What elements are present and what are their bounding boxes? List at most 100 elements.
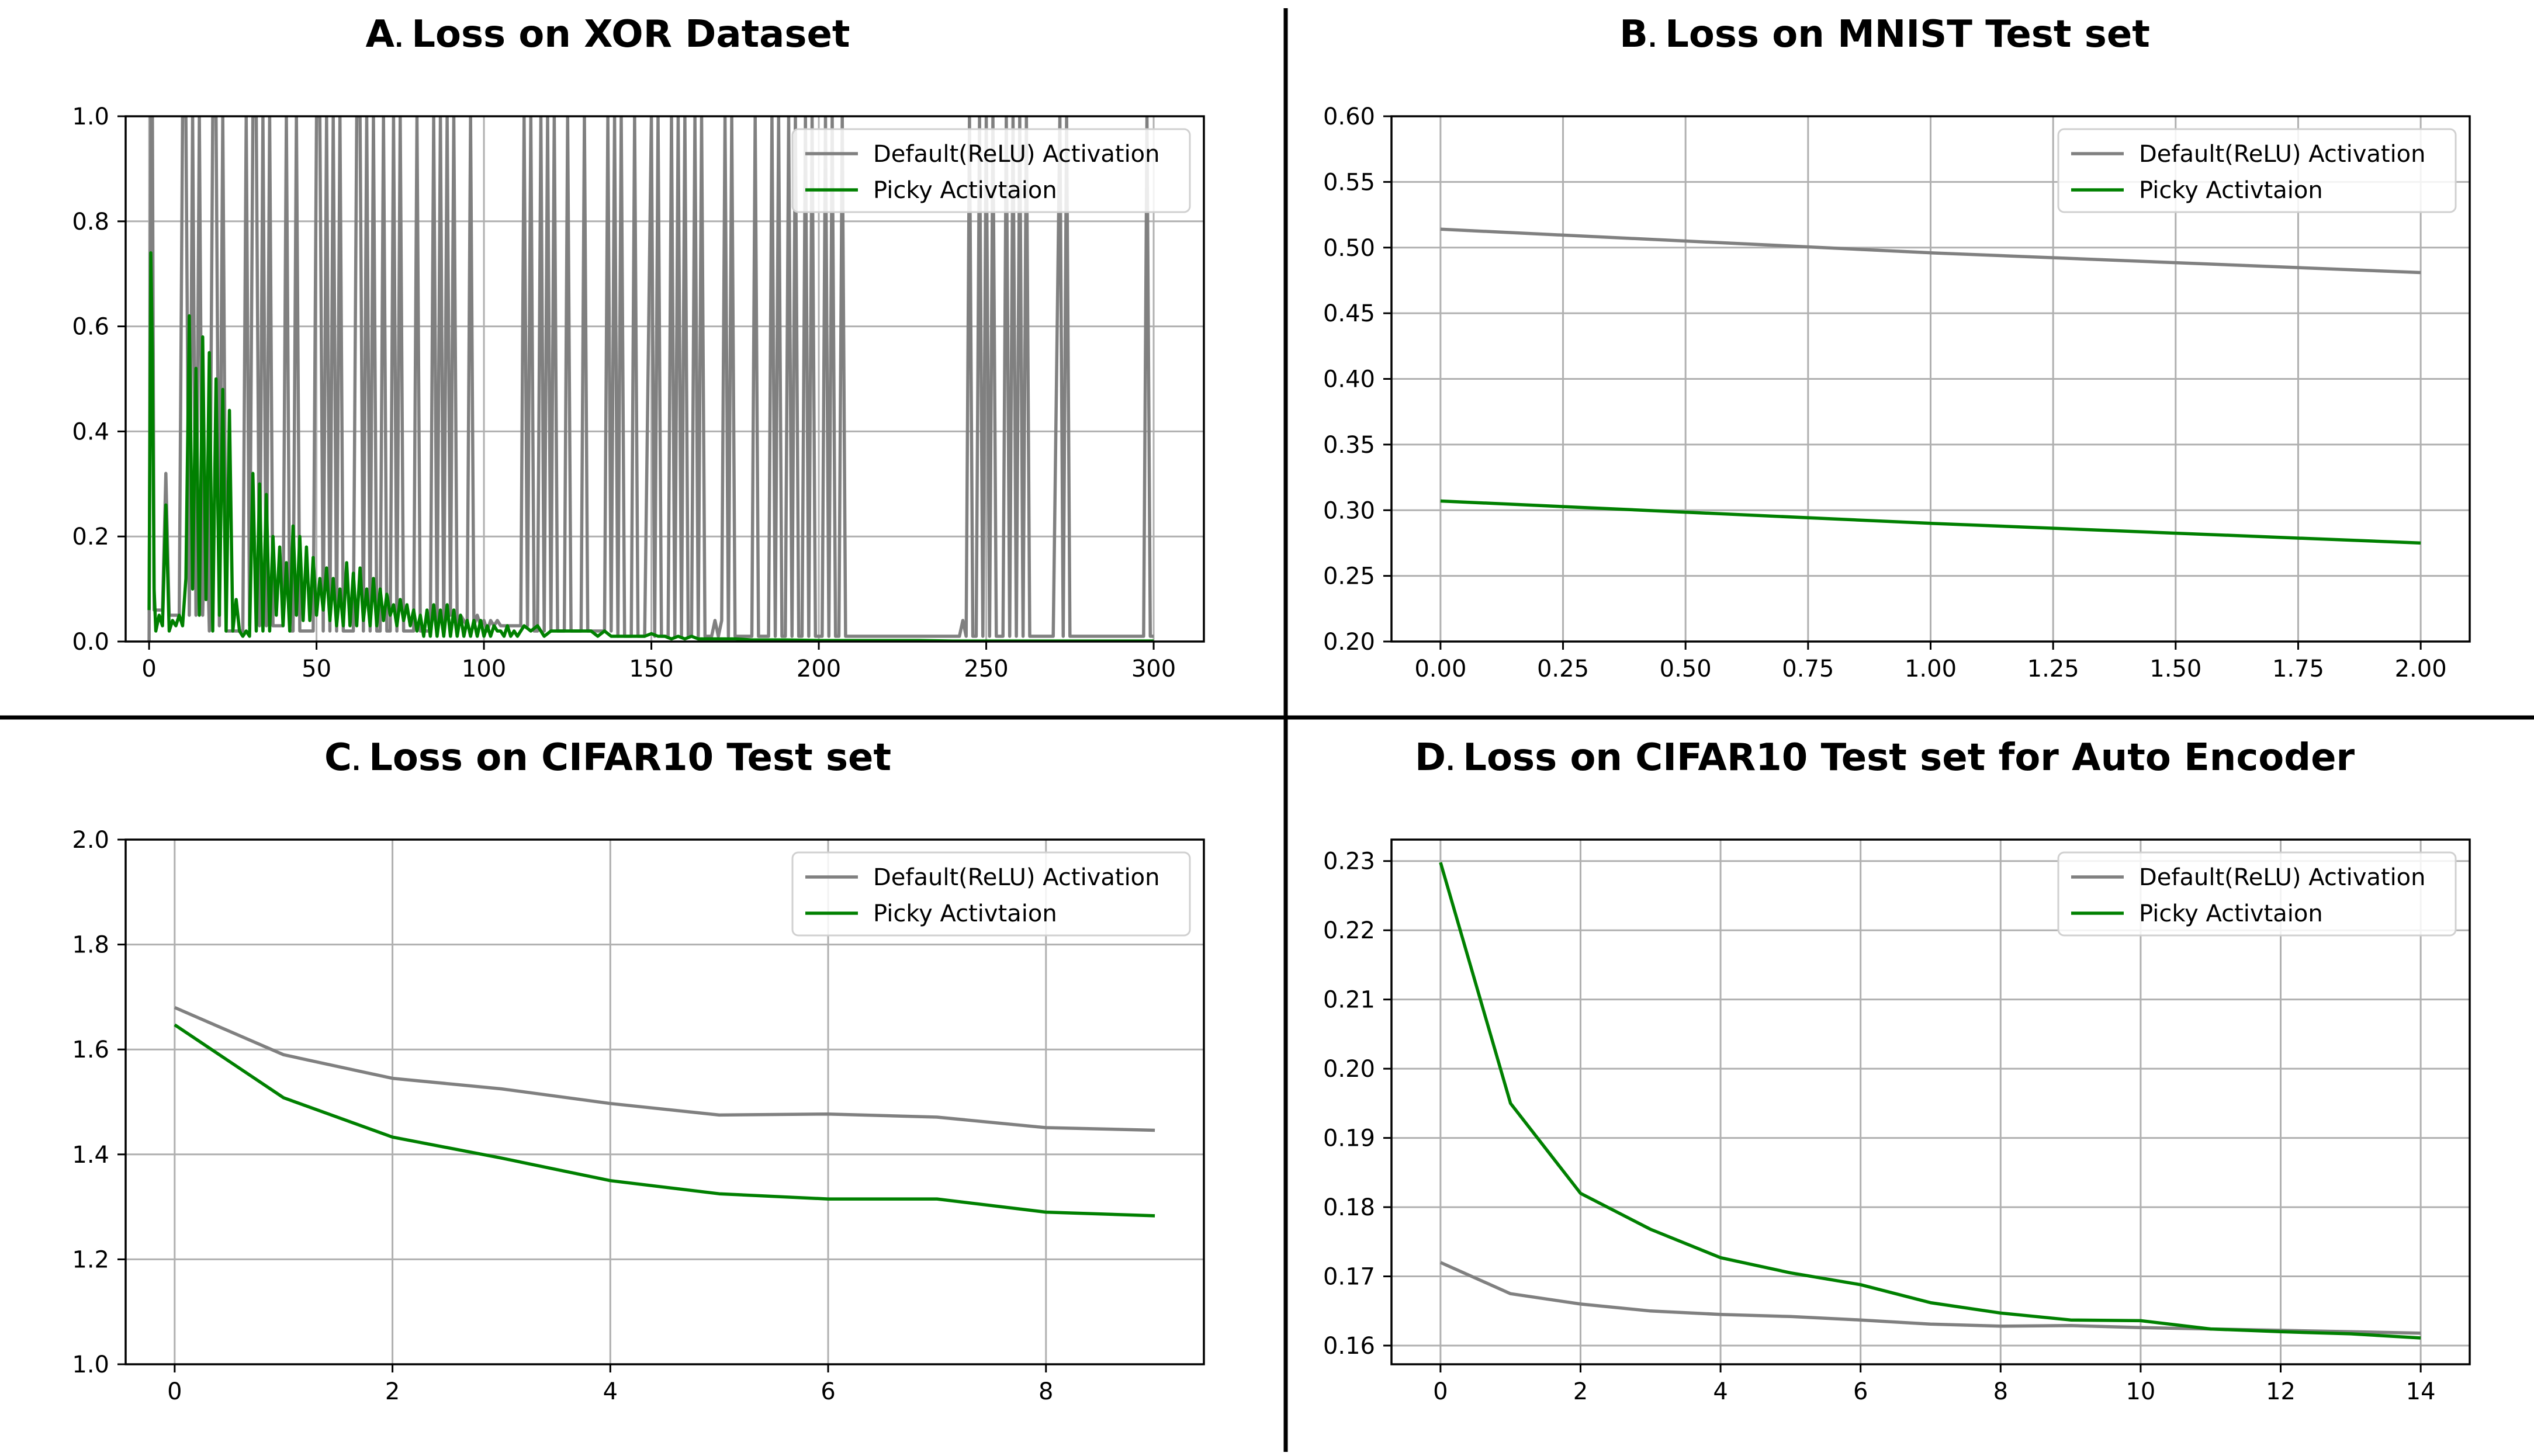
x-tick-label: 4 [603,1378,618,1405]
y-tick-label: 0.30 [1323,497,1375,524]
legend: Default(ReLU) Activation Picky Activtaion [791,128,1191,213]
x-tick-label: 100 [462,656,506,682]
panel-letter: D [1415,736,1446,779]
legend: Default(ReLU) Activation Picky Activtaion [791,851,1191,937]
legend-label: Picky Activtaion [873,900,1057,927]
y-tick-label: 2.0 [72,827,109,854]
panel-letter-dot: . [1446,749,1463,776]
legend-box [791,851,1191,937]
legend-label: Picky Activtaion [2139,177,2323,204]
x-tick-label: 0.00 [1414,656,1466,682]
y-tick-label: 0.8 [72,209,109,235]
y-tick-label: 0.60 [1323,103,1375,130]
y-tick-label: 0.55 [1323,169,1375,196]
y-tick-label: 1.8 [72,932,109,959]
plot-frame [124,115,1205,643]
panel-letter-dot: . [352,749,369,776]
x-tick-label: 6 [1853,1378,1868,1405]
legend: Default(ReLU) Activation Picky Activtaion [2057,128,2457,213]
series-line-default-relu [147,116,1154,642]
y-tick-label: 0.25 [1323,563,1375,590]
x-tick-label: 6 [821,1378,835,1405]
y-tick-label: 0.23 [1323,848,1375,875]
legend-label: Picky Activtaion [873,177,1057,204]
x-tick-label: 0 [1433,1378,1448,1405]
y-tick-label: 0.0 [72,629,109,656]
panel-title-text: Loss on XOR Dataset [411,13,850,56]
panel-letter: A [366,13,395,56]
y-tick-label: 1.6 [72,1036,109,1063]
x-tick-label: 14 [2406,1378,2436,1405]
legend-box [2057,128,2457,213]
x-tick-label: 10 [2125,1378,2155,1405]
x-tick-label: 0.50 [1660,656,1712,682]
x-tick-label: 150 [629,656,673,682]
x-tick-label: 8 [1038,1378,1053,1405]
series-line-default-relu [1440,227,2421,275]
panel-letter: C [324,736,352,779]
x-tick-label: 0 [167,1378,182,1405]
legend-label: Picky Activtaion [2139,900,2323,927]
x-tick-label: 2 [385,1378,400,1405]
y-tick-label: 0.20 [1323,629,1375,656]
y-tick-label: 1.2 [72,1246,109,1273]
y-tick-label: 0.17 [1323,1264,1375,1291]
x-tick-label: 300 [1131,656,1176,682]
x-tick-label: 4 [1713,1378,1728,1405]
panel-title-text: Loss on CIFAR10 Test set for Auto Encode… [1463,736,2355,779]
y-tick-label: 0.40 [1323,366,1375,393]
plot-frame [124,838,1205,1365]
y-tick-label: 0.2 [72,524,109,550]
panel-title-text: Loss on CIFAR10 Test set [369,736,891,779]
y-tick-label: 0.6 [72,314,109,341]
series-line-picky [174,1023,1155,1218]
legend-box [2057,851,2457,937]
x-tick-label: 8 [1993,1378,2008,1405]
legend-label: Default(ReLU) Activation [2139,141,2426,168]
panel-title-text: Loss on MNIST Test set [1665,13,2150,56]
y-tick-label: 0.50 [1323,235,1375,262]
series-line-picky [1440,499,2421,545]
x-tick-label: 1.00 [1905,656,1957,682]
y-tick-label: 1.4 [72,1142,109,1169]
x-tick-label: 12 [2266,1378,2296,1405]
chart-title: A. Loss on XOR Dataset [366,13,850,56]
x-tick-label: 2 [1573,1378,1588,1405]
chart-panel-c: C. Loss on CIFAR10 Test set 0 2 4 6 8 1.0 1.2 1.… [72,736,1205,1405]
y-tick-label: 0.16 [1323,1333,1375,1360]
legend-label: Default(ReLU) Activation [873,864,1160,891]
y-tick-label: 0.22 [1323,917,1375,944]
x-tick-label: 200 [797,656,841,682]
chart-title: B. Loss on MNIST Test set [1619,13,2150,56]
chart-panel-a: A. Loss on XOR Dataset 0 50 100 150 200 250 300… [72,13,1205,682]
x-tick-label: 50 [302,656,331,682]
x-tick-label: 2.00 [2395,656,2447,682]
series-line-picky [147,251,1154,642]
legend: Default(ReLU) Activation Picky Activtaion [2057,851,2457,937]
x-tick-label: 1.75 [2272,656,2324,682]
y-tick-label: 0.18 [1323,1194,1375,1221]
y-tick-label: 1.0 [72,1351,109,1378]
series-line-picky [1439,862,2421,1340]
x-tick-label: 0.25 [1537,656,1589,682]
panel-letter: B [1619,13,1648,56]
y-tick-label: 0.4 [72,418,109,445]
plot-frame [1390,838,2471,1365]
chart-title: C. Loss on CIFAR10 Test set [324,736,891,779]
y-tick-label: 0.20 [1323,1056,1375,1083]
y-tick-label: 0.45 [1323,300,1375,327]
x-tick-label: 1.50 [2149,656,2201,682]
panel-letter-dot: . [1648,26,1665,53]
chart-title: D. Loss on CIFAR10 Test set for Auto Enc… [1415,736,2355,779]
x-tick-label: 0.75 [1782,656,1834,682]
chart-panel-b: B. Loss on MNIST Test set 0.00 0.25 0.50 0.7… [1323,13,2471,682]
legend-label: Default(ReLU) Activation [873,141,1160,168]
legend-label: Default(ReLU) Activation [2139,864,2426,891]
y-tick-label: 0.21 [1323,987,1375,1014]
y-tick-label: 0.35 [1323,432,1375,459]
legend-box [791,128,1191,213]
y-tick-label: 0.19 [1323,1125,1375,1152]
